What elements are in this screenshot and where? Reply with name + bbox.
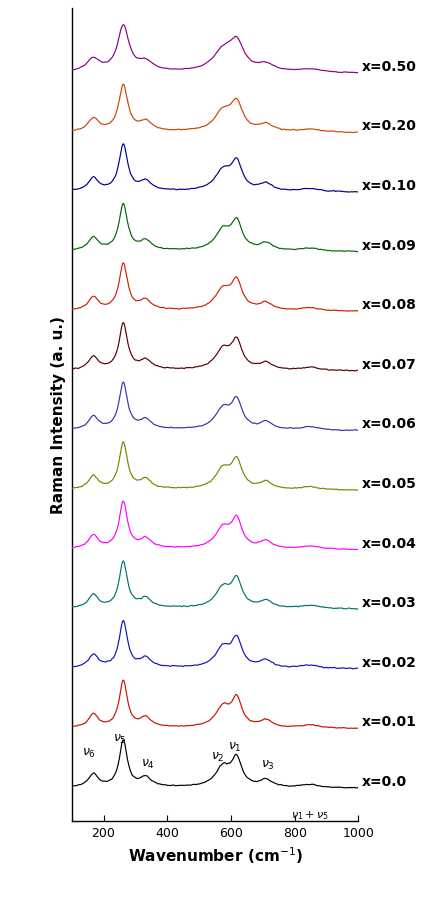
Y-axis label: Raman Intensity (a. u.): Raman Intensity (a. u.) <box>51 316 66 514</box>
Text: x=0.02: x=0.02 <box>362 655 417 669</box>
Text: $\nu_5$: $\nu_5$ <box>113 732 127 745</box>
Text: $\nu_4$: $\nu_4$ <box>141 757 155 769</box>
Text: x=0.20: x=0.20 <box>362 119 417 133</box>
Text: x=0.06: x=0.06 <box>362 417 416 431</box>
Text: x=0.04: x=0.04 <box>362 536 417 550</box>
Text: x=0.08: x=0.08 <box>362 298 417 312</box>
Text: x=0.50: x=0.50 <box>362 60 417 74</box>
Text: x=0.09: x=0.09 <box>362 238 416 253</box>
Text: x=0.01: x=0.01 <box>362 714 417 729</box>
Text: $\nu_1$: $\nu_1$ <box>228 741 241 753</box>
X-axis label: Wavenumber (cm$^{-1}$): Wavenumber (cm$^{-1}$) <box>128 844 302 865</box>
Text: x=0.10: x=0.10 <box>362 179 417 193</box>
Text: $\nu_3$: $\nu_3$ <box>261 759 275 771</box>
Text: $\nu_6$: $\nu_6$ <box>82 746 96 759</box>
Text: x=0.07: x=0.07 <box>362 357 416 372</box>
Text: x=0.03: x=0.03 <box>362 595 416 610</box>
Text: $\nu_2$: $\nu_2$ <box>211 750 224 763</box>
Text: x=0.0: x=0.0 <box>362 774 407 788</box>
Text: x=0.05: x=0.05 <box>362 476 417 491</box>
Text: $\nu_1+\nu_5$: $\nu_1+\nu_5$ <box>291 808 329 821</box>
